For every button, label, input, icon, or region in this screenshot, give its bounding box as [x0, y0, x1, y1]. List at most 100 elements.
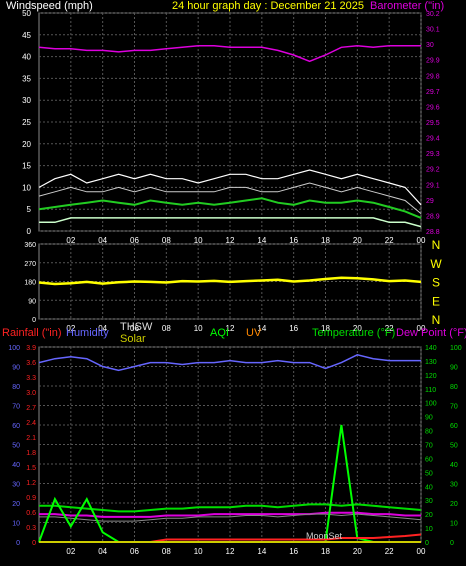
aqi-ytick: 60	[450, 423, 458, 430]
wind-xtick: 20	[353, 236, 362, 245]
wind-ytick: 35	[22, 74, 31, 83]
rain-ytick: 0.3	[26, 525, 36, 532]
wind-ytick: 50	[22, 9, 31, 18]
temperature-ytick: 70	[425, 443, 433, 450]
barometer-ytick: 28.9	[426, 213, 440, 220]
wind-xtick: 04	[98, 236, 107, 245]
temperature-ytick: 60	[425, 456, 433, 463]
series-barometer	[38, 44, 421, 63]
aqi-ytick: 70	[450, 404, 458, 411]
humidity-ytick: 40	[12, 462, 20, 469]
aqi-ytick: 80	[450, 384, 458, 391]
panel-direction: 02 04 06 08 10 12 14 16 18 20 22 00090180270360NESW…	[24, 238, 442, 333]
humidity-ytick: 100	[8, 345, 20, 352]
barometer-ytick: 29.2	[426, 167, 440, 174]
bottom-xtick: 04	[98, 547, 107, 556]
bottom-xtick: 22	[385, 547, 394, 556]
aqi-ytick: 50	[450, 443, 458, 450]
direction-xtick: 16	[289, 324, 298, 333]
uv-label: UV	[246, 327, 262, 339]
panel-bottom-grid	[39, 346, 422, 543]
barometer-ytick: 30.2	[426, 11, 440, 18]
panel-direction-ticks: 02 04 06 08 10 12 14 16 18 20 22 00090180270360NESW…	[24, 238, 442, 333]
wind-xtick: 12	[226, 236, 235, 245]
wind-axis-label: Windspeed (mph)	[6, 0, 93, 12]
barometer-ytick: 29.9	[426, 58, 440, 65]
temperature-ytick: 140	[425, 345, 437, 352]
bottom-xtick: 10	[194, 547, 203, 556]
rain-ytick: 1.8	[26, 450, 36, 457]
barometer-ytick: 30.1	[426, 27, 440, 34]
bottom-xtick: 00	[417, 547, 426, 556]
wind-ytick: 10	[22, 183, 31, 192]
temperature-ytick: 120	[425, 373, 437, 380]
barometer-axis-label: Barometer ("in)	[370, 0, 444, 12]
direction-xtick: 00	[417, 324, 426, 333]
barometer-ytick: 29	[426, 198, 434, 205]
temperature-ytick: 130	[425, 359, 437, 366]
panel-wind: 02 04 06 08 10 12 14 16 18 20 22 000510152025303540…	[22, 9, 440, 245]
aqi-ytick: 40	[450, 462, 458, 469]
rain-ytick: 3.3	[26, 375, 36, 382]
direction-xtick: 04	[98, 324, 107, 333]
panel-bottom-ticks: 02 04 06 08 10 12 14 16 18 20 22 000102030405060708…	[8, 345, 461, 556]
wind-xtick: 18	[321, 236, 330, 245]
direction-xtick: 10	[194, 324, 203, 333]
direction-ytick: 270	[24, 261, 36, 268]
bottom-xtick: 12	[226, 547, 235, 556]
barometer-ytick: 29.6	[426, 104, 440, 111]
humidity-ytick: 60	[12, 423, 20, 430]
moonset-label: MoonSet	[306, 531, 343, 541]
temperature-axis-label: Temperature (°F)	[312, 327, 395, 339]
series-gust	[38, 169, 422, 206]
humidity-ytick: 30	[12, 482, 20, 489]
compass-label: E	[432, 294, 440, 308]
wind-xtick: 08	[162, 236, 171, 245]
wind-ytick: 25	[22, 118, 31, 127]
bottom-xtick: 18	[321, 547, 330, 556]
rain-axis-label: Rainfall ("in)	[2, 327, 62, 339]
temperature-ytick: 50	[425, 470, 433, 477]
barometer-ytick: 29.4	[426, 136, 440, 143]
aqi-ytick: 20	[450, 501, 458, 508]
wind-xtick: 06	[130, 236, 139, 245]
temperature-ytick: 100	[425, 401, 437, 408]
panel-wind-grid	[39, 12, 422, 232]
direction-xtick: 12	[226, 324, 235, 333]
rain-ytick: 0	[32, 540, 36, 547]
humidity-ytick: 70	[12, 404, 20, 411]
barometer-ytick: 29.5	[426, 120, 440, 127]
wind-xtick: 16	[289, 236, 298, 245]
direction-xtick: 06	[130, 324, 139, 333]
temperature-ytick: 110	[425, 387, 436, 394]
rain-ytick: 0.6	[26, 510, 36, 517]
wind-ytick: 5	[27, 205, 32, 214]
rain-ytick: 3.6	[26, 360, 36, 367]
humidity-ytick: 50	[12, 443, 20, 450]
panel-bottom-series	[38, 354, 422, 543]
wind-ytick: 0	[27, 227, 32, 236]
direction-ytick: 360	[24, 242, 36, 249]
rain-ytick: 2.1	[26, 435, 36, 442]
rain-ytick: 2.7	[26, 405, 36, 412]
rain-ytick: 0.9	[26, 495, 36, 502]
barometer-ytick: 28.8	[426, 229, 440, 236]
direction-xtick: 18	[321, 324, 330, 333]
series-min	[39, 217, 422, 228]
compass-label: N	[432, 238, 441, 252]
barometer-ytick: 29.1	[426, 182, 440, 189]
series-temperature	[39, 503, 422, 513]
barometer-ytick: 29.7	[426, 89, 440, 96]
barometer-ytick: 29.8	[426, 73, 440, 80]
rain-ytick: 2.4	[26, 420, 36, 427]
temperature-ytick: 30	[425, 498, 433, 505]
wind-xtick: 22	[385, 236, 394, 245]
wind-ytick: 45	[22, 31, 31, 40]
barometer-ytick: 29.3	[426, 151, 440, 158]
panel-wind-series	[38, 44, 422, 228]
aqi-ytick: 90	[450, 365, 458, 372]
dew-point-axis-label: Dew Point (°F)	[396, 327, 466, 339]
bottom-xtick: 16	[289, 547, 298, 556]
bottom-xtick: 08	[162, 547, 171, 556]
humidity-ytick: 80	[12, 384, 20, 391]
